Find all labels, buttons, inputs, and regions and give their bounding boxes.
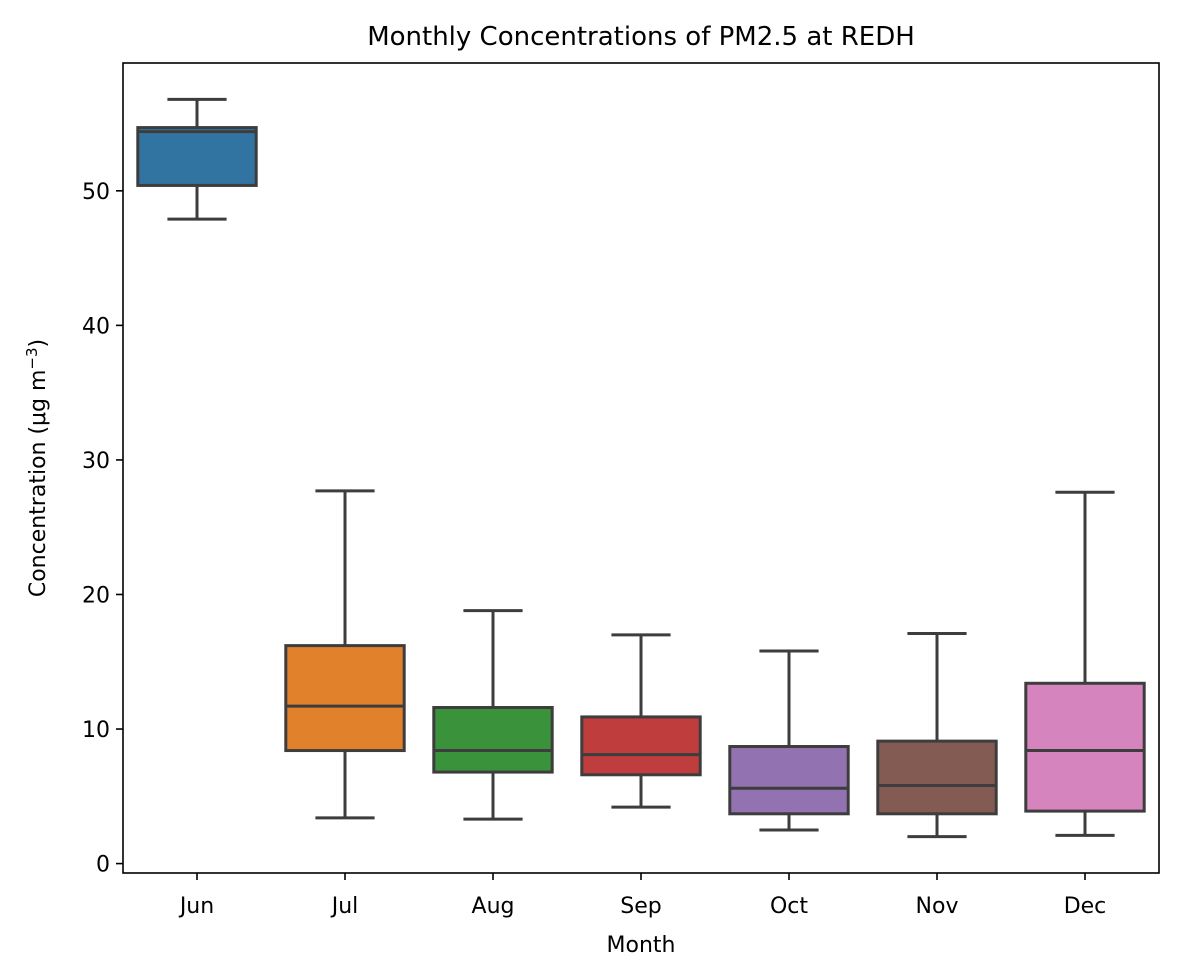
y-tick-label-40: 40 — [82, 314, 110, 339]
x-axis: Jun Jul Aug Sep Oct Nov Dec — [178, 873, 1106, 919]
box-group-oct — [728, 649, 850, 832]
box-aug — [432, 706, 554, 774]
box-jul — [284, 644, 406, 753]
chart-title: Monthly Concentrations of PM2.5 at REDH — [367, 22, 915, 52]
box-dec — [1024, 681, 1146, 813]
x-tick-label-sep: Sep — [620, 894, 661, 919]
box-group-nov — [876, 631, 998, 839]
y-tick-label-10: 10 — [82, 718, 110, 743]
y-axis-title-superscript: −3 — [23, 347, 41, 369]
box-sep — [580, 715, 702, 777]
x-tick-label-aug: Aug — [472, 894, 515, 919]
box-nov — [876, 739, 998, 816]
box-group-aug — [432, 609, 554, 821]
x-tick-label-dec: Dec — [1064, 894, 1107, 919]
y-tick-label-30: 30 — [82, 449, 110, 474]
x-axis-title: Month — [607, 933, 676, 958]
x-tick-label-jun: Jun — [178, 894, 214, 919]
y-tick-label-50: 50 — [82, 180, 110, 205]
y-axis: 0 10 20 30 40 50 — [82, 180, 123, 878]
box-group-sep — [580, 633, 702, 809]
x-tick-label-oct: Oct — [770, 894, 808, 919]
chart-marks — [136, 97, 1146, 839]
y-axis-title-suffix: ) — [26, 339, 51, 348]
box-group-jul — [284, 489, 406, 820]
y-axis-title-main: Concentration (μg m — [26, 370, 51, 598]
y-tick-label-0: 0 — [96, 853, 110, 878]
box-jun — [136, 126, 258, 187]
y-axis-title: Concentration (μg m−3) — [23, 339, 51, 597]
y-tick-label-20: 20 — [82, 583, 110, 608]
x-tick-label-nov: Nov — [916, 894, 959, 919]
box-oct — [728, 745, 850, 816]
box-group-jun — [136, 97, 258, 221]
box-group-dec — [1024, 490, 1146, 837]
x-tick-label-jul: Jul — [330, 894, 359, 919]
